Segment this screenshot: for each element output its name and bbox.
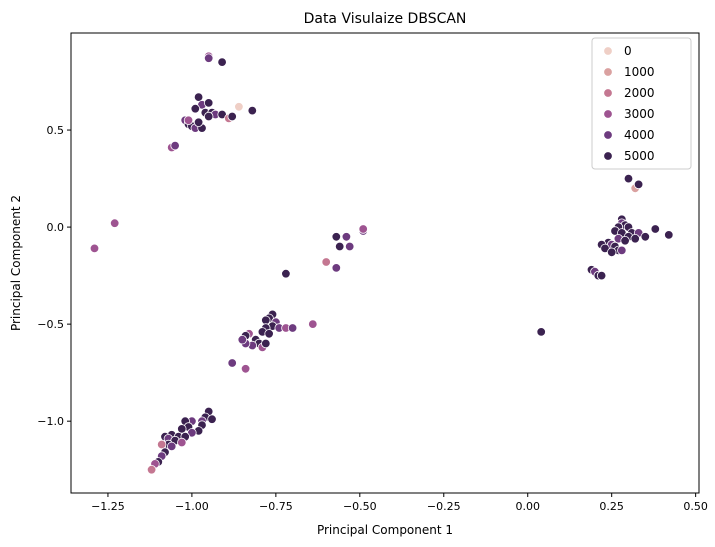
data-point-100	[630, 233, 640, 244]
data-point-79	[177, 437, 187, 448]
data-point-54	[261, 338, 271, 349]
x-tick-label: −0.50	[343, 500, 377, 513]
x-tick-label: 0.25	[599, 500, 624, 513]
data-point-56	[308, 319, 318, 329]
data-point-111	[664, 230, 674, 240]
legend-marker	[603, 130, 613, 140]
data-point-77	[156, 439, 167, 450]
data-point-46	[264, 329, 274, 339]
legend: 0 1000 2000 3000 4000 5000	[591, 37, 692, 170]
data-point-58	[240, 364, 251, 374]
data-point-3	[234, 102, 244, 112]
data-point-110	[650, 224, 661, 234]
x-tick-label: −1.00	[175, 500, 209, 513]
x-tick-label: −0.75	[259, 500, 293, 513]
data-point-101	[620, 235, 630, 246]
y-axis-label: Principal Component 2	[9, 195, 23, 331]
data-point-28	[341, 232, 352, 242]
data-point-1	[203, 53, 214, 63]
data-point-33	[321, 257, 331, 267]
legend-label: 5000	[624, 149, 655, 163]
data-point-84	[146, 465, 157, 475]
data-point-43	[287, 323, 298, 333]
legend-marker	[603, 88, 613, 98]
legend-label: 2000	[624, 86, 655, 100]
data-point-32	[345, 241, 355, 252]
plot-area-frame	[70, 32, 700, 494]
data-point-30	[358, 224, 368, 234]
data-point-25	[109, 218, 120, 228]
data-point-21	[183, 115, 194, 126]
legend-marker	[603, 109, 613, 119]
data-point-115	[596, 270, 607, 281]
data-point-22	[193, 117, 204, 128]
legend-box	[591, 37, 692, 170]
data-point-14	[227, 111, 237, 122]
y-tick-label: 0.5	[47, 124, 65, 137]
chart-title: Data Visulaize DBSCAN	[304, 11, 467, 27]
x-tick-label: −0.25	[427, 500, 461, 513]
legend-marker	[603, 67, 613, 77]
y-tick-label: −1.0	[37, 415, 64, 428]
x-axis-label: Principal Component 1	[317, 523, 453, 537]
x-tick-label: −1.25	[91, 500, 125, 513]
data-point-7	[203, 98, 214, 108]
data-point-116	[536, 327, 546, 337]
data-point-85	[623, 173, 634, 184]
data-point-2	[217, 57, 227, 67]
legend-marker	[603, 46, 613, 56]
data-point-4	[247, 105, 258, 116]
x-tick-label: 0.00	[515, 500, 540, 513]
data-point-5	[193, 92, 204, 102]
data-points	[89, 51, 674, 475]
data-point-108	[617, 245, 627, 256]
data-point-68	[177, 424, 187, 434]
x-tick-label: 0.50	[683, 500, 708, 513]
data-point-27	[331, 232, 342, 242]
y-axis-ticks: 0.5 0.0 −0.5 −1.0	[37, 124, 71, 428]
data-point-24	[170, 140, 180, 151]
x-axis-ticks: −1.25 −1.00 −0.75 −0.50 −0.25 0.00 0.25 0.50	[91, 493, 708, 513]
legend-marker	[603, 151, 613, 161]
data-point-31	[335, 241, 345, 252]
data-point-8	[190, 103, 201, 114]
legend-label: 0	[624, 44, 632, 58]
y-tick-label: −0.5	[37, 318, 64, 331]
legend-label: 1000	[624, 65, 655, 79]
legend-label: 4000	[624, 128, 655, 142]
data-point-61	[207, 414, 217, 424]
data-point-57	[227, 358, 237, 368]
data-point-98	[640, 232, 651, 242]
legend-label: 3000	[624, 107, 655, 121]
data-point-15	[203, 111, 214, 122]
data-point-55	[237, 335, 248, 345]
y-tick-label: 0.0	[47, 221, 65, 234]
data-point-87	[633, 179, 644, 190]
data-point-78	[166, 441, 177, 452]
data-point-34	[331, 263, 342, 273]
data-point-35	[281, 269, 291, 279]
data-point-109	[607, 247, 617, 258]
data-point-26	[89, 243, 100, 254]
